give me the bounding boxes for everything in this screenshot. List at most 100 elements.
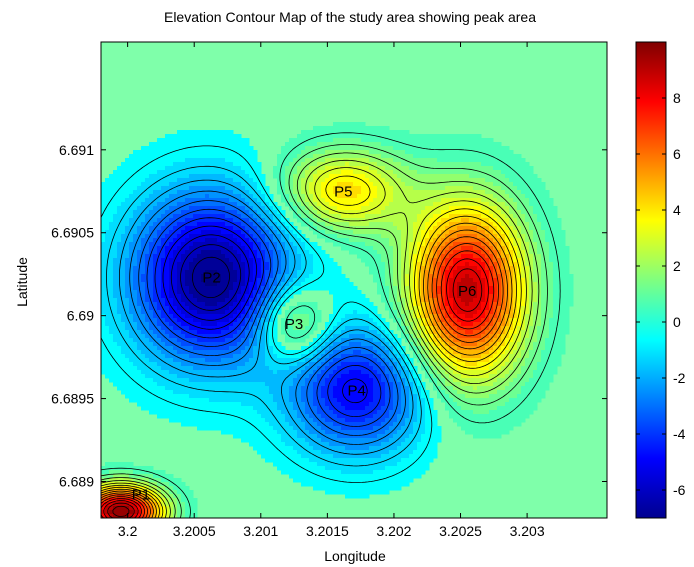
- contour-cell: [301, 142, 306, 147]
- contour-cell: [489, 142, 494, 147]
- contour-cell: [253, 298, 258, 303]
- contour-cell: [409, 198, 414, 203]
- contour-cell: [457, 238, 462, 243]
- contour-cell: [253, 174, 258, 179]
- contour-cell: [189, 206, 194, 211]
- contour-cell: [553, 298, 558, 303]
- contour-cell: [465, 310, 470, 315]
- contour-cell: [369, 218, 374, 223]
- contour-cell: [333, 306, 338, 311]
- contour-cell: [309, 178, 314, 183]
- contour-cell: [473, 166, 478, 171]
- contour-cell: [489, 186, 494, 191]
- contour-cell: [525, 178, 530, 183]
- contour-cell: [453, 310, 458, 315]
- contour-cell: [353, 142, 358, 147]
- contour-cell: [197, 214, 202, 219]
- contour-cell: [153, 178, 158, 183]
- contour-cell: [169, 142, 174, 147]
- contour-cell: [481, 250, 486, 255]
- contour-cell: [225, 138, 230, 143]
- contour-cell: [441, 210, 446, 215]
- contour-cell: [281, 182, 286, 187]
- contour-cell: [105, 206, 110, 211]
- contour-cell: [221, 178, 226, 183]
- contour-cell: [481, 218, 486, 223]
- contour-cell: [229, 290, 234, 295]
- contour-cell: [153, 146, 158, 151]
- contour-cell: [533, 214, 538, 219]
- contour-cell: [469, 262, 474, 267]
- contour-cell: [149, 150, 154, 155]
- contour-cell: [545, 198, 550, 203]
- contour-cell: [533, 198, 538, 203]
- contour-cell: [497, 230, 502, 235]
- contour-cell: [185, 194, 190, 199]
- contour-cell: [257, 278, 262, 283]
- contour-cell: [329, 130, 334, 135]
- contour-cell: [201, 250, 206, 255]
- contour-cell: [173, 258, 178, 263]
- contour-cell: [345, 290, 350, 295]
- contour-cell: [365, 162, 370, 167]
- contour-cell: [545, 202, 550, 207]
- contour-cell: [261, 274, 266, 279]
- contour-cell: [453, 294, 458, 299]
- contour-cell: [165, 314, 170, 319]
- contour-cell: [561, 246, 566, 251]
- contour-cell: [365, 310, 370, 315]
- contour-cell: [121, 290, 126, 295]
- contour-cell: [197, 266, 202, 271]
- contour-cell: [449, 198, 454, 203]
- contour-cell: [149, 166, 154, 171]
- contour-cell: [501, 150, 506, 155]
- contour-cell: [161, 242, 166, 247]
- contour-cell: [277, 238, 282, 243]
- contour-cell: [129, 198, 134, 203]
- contour-cell: [493, 262, 498, 267]
- contour-cell: [513, 282, 518, 287]
- contour-cell: [305, 246, 310, 251]
- contour-cell: [521, 162, 526, 167]
- contour-cell: [449, 202, 454, 207]
- contour-cell: [561, 250, 566, 255]
- contour-cell: [181, 174, 186, 179]
- contour-cell: [373, 242, 378, 247]
- contour-cell: [133, 286, 138, 291]
- contour-cell: [505, 314, 510, 319]
- contour-cell: [117, 250, 122, 255]
- contour-cell: [413, 218, 418, 223]
- contour-cell: [113, 174, 118, 179]
- contour-cell: [429, 258, 434, 263]
- contour-cell: [405, 130, 410, 135]
- contour-cell: [485, 202, 490, 207]
- contour-cell: [233, 274, 238, 279]
- contour-cell: [365, 138, 370, 143]
- contour-cell: [245, 158, 250, 163]
- contour-cell: [113, 278, 118, 283]
- contour-cell: [153, 170, 158, 175]
- contour-cell: [305, 190, 310, 195]
- contour-cell: [533, 186, 538, 191]
- contour-cell: [389, 138, 394, 143]
- contour-cell: [517, 154, 522, 159]
- contour-cell: [425, 314, 430, 319]
- contour-cell: [369, 258, 374, 263]
- contour-cell: [357, 142, 362, 147]
- contour-cell: [137, 182, 142, 187]
- contour-cell: [529, 310, 534, 315]
- contour-cell: [433, 258, 438, 263]
- contour-cell: [169, 262, 174, 267]
- contour-cell: [301, 254, 306, 259]
- contour-cell: [229, 138, 234, 143]
- contour-cell: [221, 258, 226, 263]
- contour-cell: [265, 270, 270, 275]
- contour-cell: [449, 286, 454, 291]
- contour-cell: [373, 218, 378, 223]
- contour-cell: [145, 206, 150, 211]
- contour-cell: [313, 306, 318, 311]
- contour-cell: [405, 274, 410, 279]
- contour-cell: [489, 194, 494, 199]
- contour-cell: [349, 130, 354, 135]
- contour-cell: [129, 302, 134, 307]
